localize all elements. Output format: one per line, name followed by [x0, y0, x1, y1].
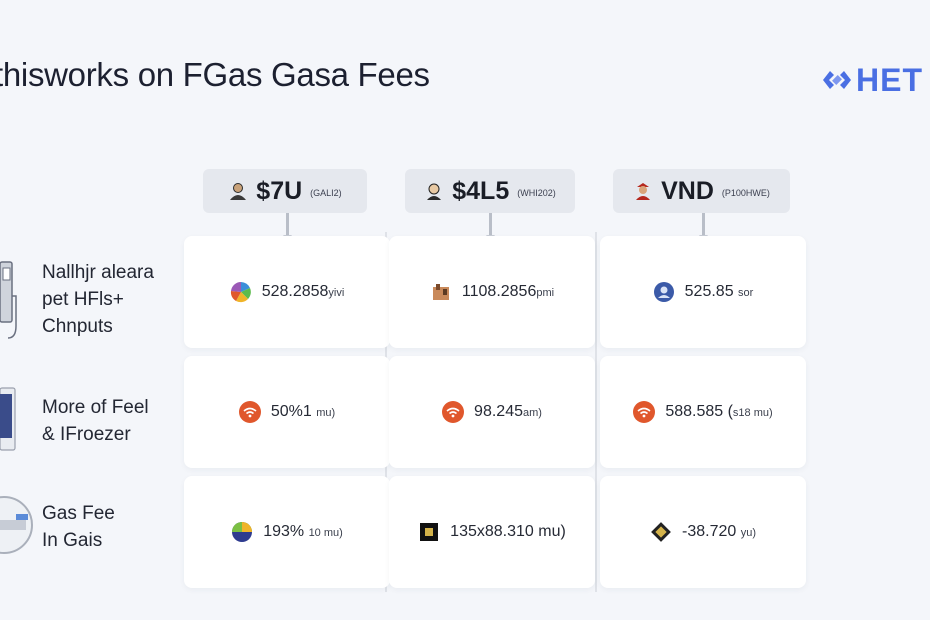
gas-pump-icon [0, 261, 17, 339]
row-label-2: More of Feel & IFroezer [42, 397, 149, 445]
column-code: (GALI2) [310, 188, 342, 198]
connector [699, 213, 708, 238]
person-avatar-icon [230, 183, 247, 200]
column-code: (P100HWE) [721, 188, 770, 198]
diamond-icon [651, 522, 671, 542]
chip-icon [420, 523, 439, 541]
user-badge-icon [653, 282, 674, 302]
logo-text: HET [856, 61, 923, 98]
column-currency: VND [661, 176, 714, 205]
table-cell[interactable]: 525.85 sor [600, 236, 806, 348]
person-avatar-icon [427, 183, 442, 200]
tablet-icon [0, 387, 16, 451]
cell-value: 588.585 (s18 mu) [665, 403, 773, 420]
column-currency: $7U [256, 176, 303, 205]
logo-mark-icon [823, 71, 851, 89]
cell-value: 135x88.310 mu) [450, 523, 566, 540]
cell-value: 1108.2856pmi [461, 283, 555, 300]
table-cell[interactable]: 98.245am) [389, 356, 595, 468]
connector [283, 213, 292, 238]
globe-icon [232, 522, 253, 542]
row-label-3: Gas Fee In Gais [42, 503, 115, 551]
table-cell[interactable]: 1108.2856pmi [389, 236, 595, 348]
column-header-vnd[interactable]: VND (P100HWE) [613, 169, 790, 213]
column-second: 1108.2856pmi 98.245am) 135x88.310 mu) [389, 236, 595, 588]
wifi-badge-icon [633, 401, 656, 423]
person-avatar-icon [636, 183, 651, 200]
table-cell[interactable]: 193% 10 mu) [184, 476, 390, 588]
connector [486, 213, 495, 238]
cell-value: 525.85 sor [684, 283, 754, 300]
row-label-1: Nallhjr aleara pet HFls+ Chnputs [42, 262, 154, 337]
pinwheel-icon [230, 281, 251, 303]
cell-value: -38.720 yu) [682, 523, 756, 540]
brand-logo[interactable]: HET [820, 58, 930, 102]
column-usd: 528.2858yivi 50%1 mu) 193% 10 mu) [184, 236, 390, 588]
column-vnd: 525.85 sor 588.585 (s18 mu) -38.720 yu) [600, 236, 806, 588]
column-header-usd[interactable]: $7U (GALI2) [203, 169, 367, 213]
column-header-second[interactable]: $4L5 (WHI202) [405, 169, 575, 213]
cell-value: 528.2858yivi [261, 283, 345, 300]
box-icon [432, 284, 449, 300]
cell-value: 98.245am) [474, 403, 542, 420]
cell-value: 193% 10 mu) [263, 523, 343, 540]
table-cell[interactable]: -38.720 yu) [600, 476, 806, 588]
cell-value: 50%1 mu) [270, 403, 336, 420]
column-currency: $4L5 [452, 176, 510, 205]
wifi-badge-icon [442, 401, 465, 423]
page-title: thisworks on FGas Gasa Fees [0, 56, 430, 93]
table-cell[interactable]: 528.2858yivi [184, 236, 390, 348]
gauge-icon [0, 496, 33, 554]
table-cell[interactable]: 588.585 (s18 mu) [600, 356, 806, 468]
wifi-badge-icon [238, 401, 261, 423]
column-divider [595, 232, 597, 592]
column-code: (WHI202) [517, 188, 556, 198]
table-cell[interactable]: 135x88.310 mu) [389, 476, 595, 588]
table-cell[interactable]: 50%1 mu) [184, 356, 390, 468]
